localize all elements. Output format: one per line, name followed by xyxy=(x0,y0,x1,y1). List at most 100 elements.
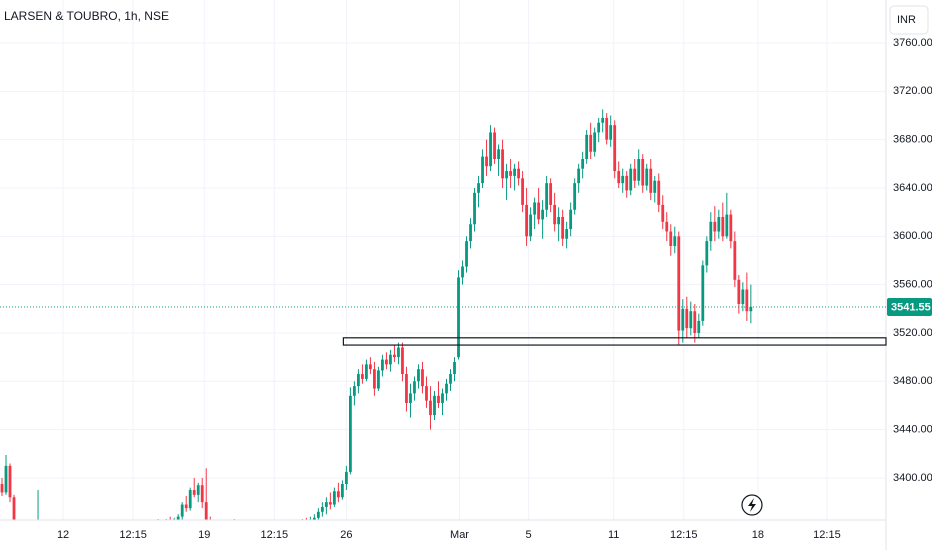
candle-body xyxy=(4,465,8,493)
candle-body xyxy=(188,490,192,509)
candle-body xyxy=(37,531,40,538)
candle-body xyxy=(649,168,653,193)
candle-body xyxy=(617,171,621,184)
candle-body xyxy=(537,202,541,220)
candle-body xyxy=(485,156,488,167)
candle-body xyxy=(289,529,292,534)
candle-body xyxy=(200,485,204,503)
candle-body xyxy=(573,183,577,210)
candle-body xyxy=(621,175,625,184)
y-tick-label: 3640.00 xyxy=(893,182,932,194)
candle-body xyxy=(433,395,436,416)
candle-body xyxy=(109,530,112,536)
candle-body xyxy=(73,538,76,543)
candle-body xyxy=(637,158,641,181)
candle-body xyxy=(489,132,492,167)
candle-body xyxy=(705,241,709,266)
candle-body xyxy=(441,393,444,404)
candle-body xyxy=(157,525,160,529)
candle-body xyxy=(196,485,200,495)
candle-body xyxy=(501,149,504,179)
candle-body xyxy=(745,289,749,312)
candle-body xyxy=(249,534,252,539)
candle-body xyxy=(381,359,384,371)
candle-body xyxy=(352,386,356,396)
candle-body xyxy=(713,221,717,232)
candle-body xyxy=(417,369,420,382)
candle-body xyxy=(369,364,372,370)
candle-body xyxy=(525,204,528,237)
candle-body xyxy=(293,529,296,533)
candle-body xyxy=(161,526,164,528)
candle-body xyxy=(149,529,152,531)
candle-body xyxy=(521,178,524,205)
candle-body xyxy=(661,204,665,222)
candle-body xyxy=(204,502,208,520)
candle-body xyxy=(21,536,24,538)
candle-body xyxy=(465,241,468,267)
candle-body xyxy=(749,306,753,312)
candle-body xyxy=(377,370,380,389)
candle-body xyxy=(397,347,400,358)
y-tick-label: 3680.00 xyxy=(893,134,932,146)
candle-body xyxy=(305,524,308,526)
candle-body xyxy=(113,530,116,534)
candle-body xyxy=(53,538,56,545)
y-tick-label: 3760.00 xyxy=(893,37,932,49)
x-tick-label: 19 xyxy=(198,529,210,541)
candle-body xyxy=(677,236,681,331)
candle-body xyxy=(241,537,244,542)
candle-body xyxy=(340,483,344,498)
candle-body xyxy=(429,400,432,416)
candle-body xyxy=(365,364,368,379)
y-tick-label: 3400.00 xyxy=(893,472,932,484)
candle-body xyxy=(737,279,741,304)
candle-body xyxy=(8,465,12,498)
chart-title: LARSEN & TOUBRO, 1h, NSE xyxy=(4,9,169,23)
candle-body xyxy=(593,132,597,152)
candle-body xyxy=(361,374,364,379)
candle-body xyxy=(357,374,360,387)
candle-body xyxy=(324,502,328,507)
candle-body xyxy=(173,520,176,525)
candle-body xyxy=(425,386,428,401)
candle-body xyxy=(681,308,685,331)
candle-body xyxy=(184,504,188,509)
candle-body xyxy=(513,168,516,176)
candle-body xyxy=(693,311,697,333)
candle-body xyxy=(589,134,593,152)
currency-label[interactable]: INR xyxy=(897,14,916,26)
plot-area xyxy=(0,109,753,546)
candle-body xyxy=(697,320,701,333)
candle-body xyxy=(180,504,184,517)
x-tick-label: 5 xyxy=(526,529,532,541)
last-price-label: 3541.55 xyxy=(891,301,931,313)
candle-body xyxy=(509,171,512,176)
candle-body xyxy=(45,535,48,540)
candle-body xyxy=(301,524,304,528)
candle-body xyxy=(453,361,456,375)
candle-body xyxy=(77,532,80,538)
candle-body xyxy=(57,541,60,546)
candle-body xyxy=(89,537,92,542)
candle-body xyxy=(641,158,645,186)
candle-body xyxy=(545,183,549,210)
candle-body xyxy=(437,395,440,404)
candle-body xyxy=(165,523,168,527)
candle-body xyxy=(709,221,713,242)
grid xyxy=(0,0,886,520)
candle-body xyxy=(93,531,96,537)
zone-box xyxy=(342,337,887,346)
candle-body xyxy=(405,374,408,404)
candle-body xyxy=(733,241,737,280)
candle-body xyxy=(597,122,601,133)
candle-body xyxy=(653,180,657,193)
y-tick-label: 3560.00 xyxy=(893,279,932,291)
candle-body xyxy=(493,132,496,159)
candle-body xyxy=(581,158,585,169)
candle-body xyxy=(297,527,300,532)
lightning-icon[interactable] xyxy=(741,494,763,516)
currency-button[interactable] xyxy=(889,5,929,35)
candle-body xyxy=(348,395,352,472)
candle-body xyxy=(401,347,404,375)
